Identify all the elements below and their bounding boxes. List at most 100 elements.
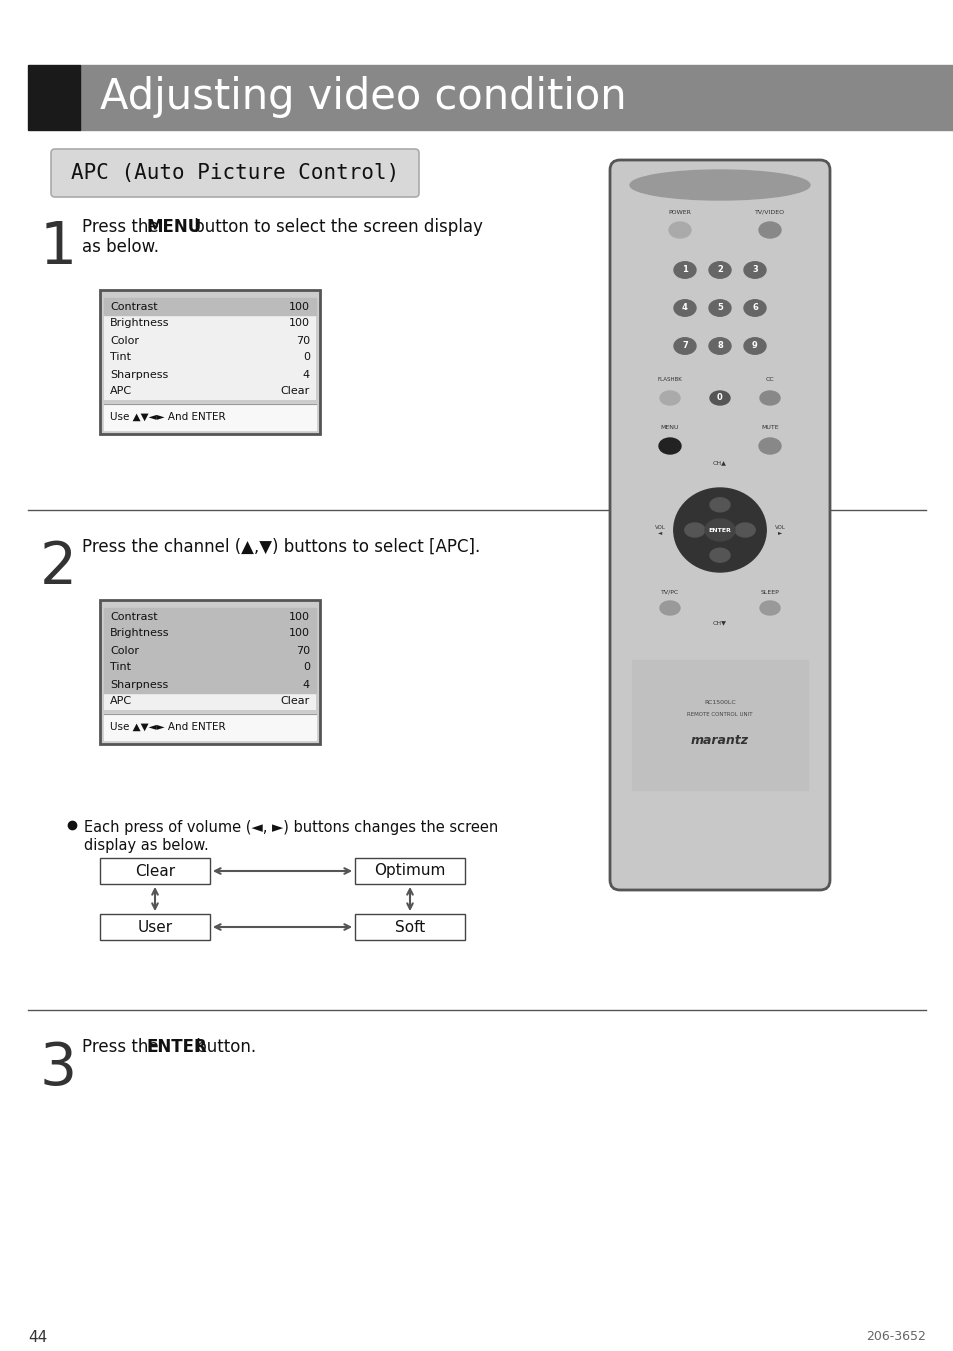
Text: Use ▲▼◄► And ENTER: Use ▲▼◄► And ENTER — [110, 412, 226, 422]
Ellipse shape — [760, 601, 780, 615]
Text: MUTE: MUTE — [760, 426, 778, 430]
Text: POWER: POWER — [668, 209, 691, 215]
Ellipse shape — [684, 523, 704, 536]
Text: 1: 1 — [40, 219, 77, 277]
Text: 70: 70 — [295, 646, 310, 655]
Bar — [104, 608, 315, 626]
Bar — [104, 642, 315, 659]
Text: Color: Color — [110, 335, 139, 346]
Text: display as below.: display as below. — [84, 838, 209, 852]
Bar — [100, 915, 210, 940]
Text: VOL
◄: VOL ◄ — [654, 524, 665, 535]
Text: button.: button. — [191, 1038, 255, 1056]
Ellipse shape — [629, 170, 809, 200]
Bar — [80, 65, 953, 130]
Ellipse shape — [709, 390, 729, 405]
Text: Sharpness: Sharpness — [110, 370, 168, 380]
Ellipse shape — [659, 601, 679, 615]
Ellipse shape — [759, 222, 781, 238]
Text: APC (Auto Picture Control): APC (Auto Picture Control) — [71, 163, 398, 182]
Text: Brightness: Brightness — [110, 628, 170, 639]
Text: 44: 44 — [28, 1329, 48, 1346]
Text: Each press of volume (◄, ►) buttons changes the screen: Each press of volume (◄, ►) buttons chan… — [84, 820, 497, 835]
Text: CC: CC — [765, 377, 774, 382]
Text: 100: 100 — [289, 319, 310, 328]
Ellipse shape — [673, 488, 765, 571]
Text: 4: 4 — [681, 304, 687, 312]
Text: Brightness: Brightness — [110, 319, 170, 328]
Text: ENTER: ENTER — [708, 527, 731, 532]
Bar — [104, 659, 315, 676]
Ellipse shape — [708, 262, 730, 278]
Ellipse shape — [673, 262, 696, 278]
Text: Press the: Press the — [82, 218, 164, 236]
Text: Contrast: Contrast — [110, 612, 157, 621]
Ellipse shape — [743, 300, 765, 316]
Text: Color: Color — [110, 646, 139, 655]
Ellipse shape — [735, 523, 755, 536]
Text: TV/PC: TV/PC — [660, 590, 679, 594]
Text: Adjusting video condition: Adjusting video condition — [100, 77, 626, 119]
Bar — [28, 65, 80, 130]
Text: Soft: Soft — [395, 920, 425, 935]
Text: ENTER: ENTER — [147, 1038, 208, 1056]
Text: 8: 8 — [717, 342, 722, 350]
Text: CH▲: CH▲ — [712, 459, 726, 465]
Text: APC: APC — [110, 697, 132, 707]
Bar — [104, 299, 315, 400]
Text: 9: 9 — [751, 342, 757, 350]
Text: 6: 6 — [751, 304, 757, 312]
Text: 3: 3 — [751, 266, 757, 274]
Text: TV/VIDEO: TV/VIDEO — [754, 209, 784, 215]
Ellipse shape — [708, 300, 730, 316]
FancyBboxPatch shape — [609, 159, 829, 890]
Text: MENU: MENU — [660, 426, 679, 430]
Text: FLASHBK: FLASHBK — [657, 377, 681, 382]
Ellipse shape — [708, 338, 730, 354]
Text: Clear: Clear — [280, 386, 310, 396]
Text: Clear: Clear — [134, 863, 175, 878]
Bar — [104, 713, 315, 740]
Ellipse shape — [673, 338, 696, 354]
Bar — [355, 915, 464, 940]
Text: 2: 2 — [40, 539, 77, 597]
Text: CH▼: CH▼ — [712, 620, 726, 626]
Text: RC1500LC: RC1500LC — [703, 700, 735, 704]
Bar — [104, 404, 315, 430]
Text: 0: 0 — [717, 393, 722, 403]
Text: Optimum: Optimum — [374, 863, 445, 878]
Ellipse shape — [668, 222, 690, 238]
Text: button to select the screen display: button to select the screen display — [189, 218, 482, 236]
Text: 100: 100 — [289, 628, 310, 639]
Text: Use ▲▼◄► And ENTER: Use ▲▼◄► And ENTER — [110, 721, 226, 732]
Text: REMOTE CONTROL UNIT: REMOTE CONTROL UNIT — [686, 712, 752, 717]
Text: 70: 70 — [295, 335, 310, 346]
Text: 5: 5 — [717, 304, 722, 312]
Text: marantz: marantz — [690, 734, 748, 747]
Ellipse shape — [659, 438, 680, 454]
Text: 100: 100 — [289, 301, 310, 312]
Bar — [631, 661, 807, 790]
Text: VOL
►: VOL ► — [774, 524, 784, 535]
Text: 7: 7 — [681, 342, 687, 350]
Ellipse shape — [709, 497, 729, 512]
Text: 3: 3 — [40, 1039, 77, 1097]
Bar — [100, 600, 319, 744]
Text: Tint: Tint — [110, 353, 131, 362]
Bar — [104, 676, 315, 693]
FancyBboxPatch shape — [51, 149, 418, 197]
Text: as below.: as below. — [82, 238, 159, 255]
Ellipse shape — [709, 549, 729, 562]
Ellipse shape — [659, 390, 679, 405]
Text: 4: 4 — [302, 370, 310, 380]
Text: Press the: Press the — [82, 1038, 164, 1056]
Text: Press the channel (▲,▼) buttons to select [APC].: Press the channel (▲,▼) buttons to selec… — [82, 538, 479, 557]
Text: Tint: Tint — [110, 662, 131, 673]
Ellipse shape — [673, 300, 696, 316]
Ellipse shape — [704, 519, 734, 540]
Ellipse shape — [759, 438, 781, 454]
Text: 100: 100 — [289, 612, 310, 621]
Text: User: User — [137, 920, 172, 935]
Text: 4: 4 — [302, 680, 310, 689]
Text: Sharpness: Sharpness — [110, 680, 168, 689]
